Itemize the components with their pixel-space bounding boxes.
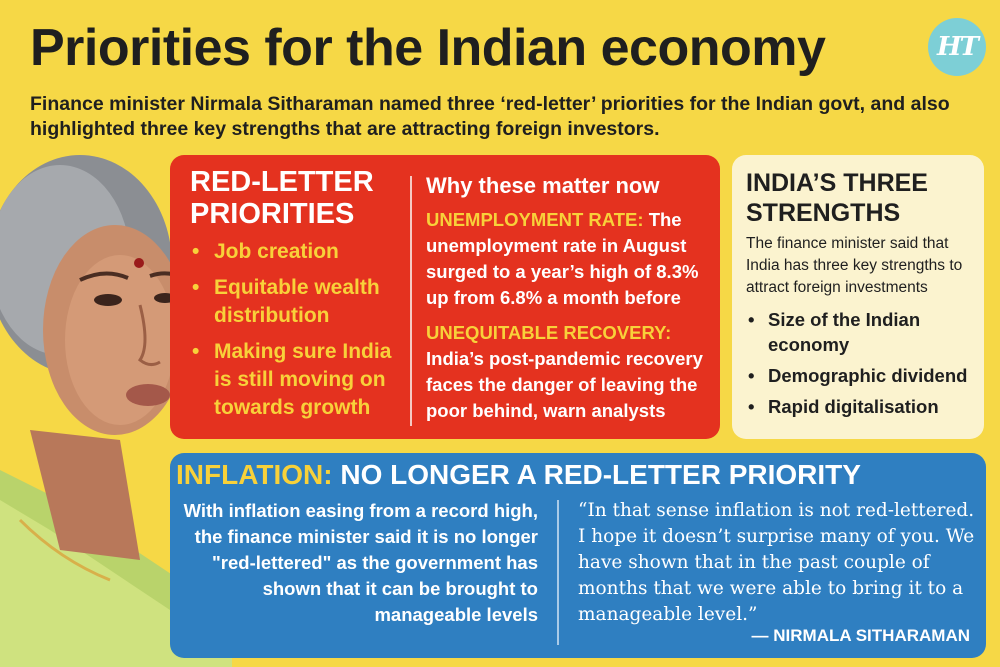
bullet-icon: • xyxy=(748,309,755,330)
list-item: • Demographic dividend xyxy=(748,365,968,386)
inflation-heading: INFLATION: NO LONGER A RED-LETTER PRIORI… xyxy=(176,459,861,490)
strengths-panel xyxy=(732,155,984,439)
why-point-recovery: UNEQUITABLE RECOVERY: India’s post-pande… xyxy=(426,322,703,421)
inflation-summary: With inflation easing from a record high… xyxy=(183,500,538,625)
ht-logo: HT xyxy=(928,18,986,76)
red-letter-title: RED-LETTER PRIORITIES xyxy=(190,166,374,230)
bullet-icon: • xyxy=(748,365,755,386)
list-item: • Size of the Indian economy xyxy=(748,309,921,355)
strengths-list: • Size of the Indian economy • Demographic… xyxy=(746,307,978,425)
list-item: • Equitable wealth distribution xyxy=(192,276,380,327)
divider xyxy=(557,500,559,645)
bullet-icon: • xyxy=(192,340,200,363)
inflation-quote: “In that sense inflation is not red-lett… xyxy=(578,500,975,625)
bullet-icon: • xyxy=(192,240,200,263)
strengths-intro: The finance minister said that India has… xyxy=(746,235,963,296)
list-item: • Making sure India is still moving on to… xyxy=(192,340,392,419)
quote-attribution: — NIRMALA SITHARAMAN xyxy=(751,626,970,645)
red-letter-list: • Job creation • Equitable wealth distribu… xyxy=(190,238,405,430)
strengths-title: INDIA’S THREE STRENGTHS xyxy=(746,169,928,227)
red-letter-panel xyxy=(170,155,720,439)
divider xyxy=(410,176,412,426)
page-title: Priorities for the Indian economy xyxy=(30,19,826,77)
bullet-icon: • xyxy=(748,396,755,417)
why-matter-title: Why these matter now xyxy=(426,173,660,198)
list-item: • Job creation xyxy=(190,238,405,266)
inflation-panel xyxy=(170,453,986,658)
list-item: • Rapid digitalisation xyxy=(748,396,939,417)
page-subtitle: Finance minister Nirmala Sitharaman name… xyxy=(30,93,950,140)
why-point-unemployment: UNEMPLOYMENT RATE: The unemployment rate… xyxy=(426,209,699,308)
bullet-icon: • xyxy=(192,276,200,299)
